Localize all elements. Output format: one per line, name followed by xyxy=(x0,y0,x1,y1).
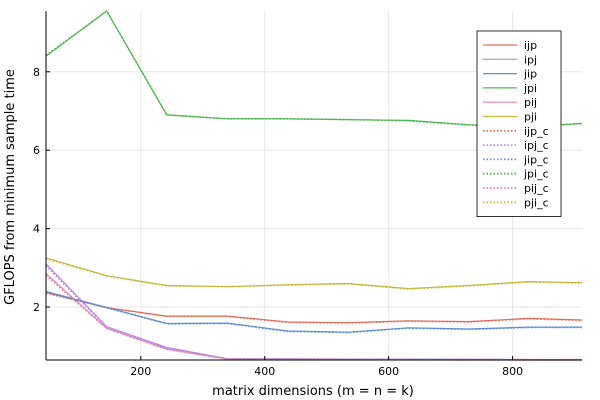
series-line-jip xyxy=(45,290,582,333)
series-line-ijp-c xyxy=(45,292,583,324)
y-tick-label: 4 xyxy=(33,223,40,236)
x-tick-label: 400 xyxy=(254,365,275,378)
legend-label-pij-c: pij_c xyxy=(524,182,549,195)
legend-label-jip: jip xyxy=(523,68,537,81)
series-layer xyxy=(45,10,583,361)
y-tick-label: 6 xyxy=(33,144,40,157)
y-tick-label: 8 xyxy=(33,66,40,79)
x-tick-label: 600 xyxy=(378,365,399,378)
legend-label-jpi-c: jpi_c xyxy=(523,168,549,181)
series-line-ipj-c xyxy=(45,265,582,361)
x-tick-label: 800 xyxy=(502,365,523,378)
legend-label-jip-c: jip_c xyxy=(523,153,549,166)
legend-label-ipj-c: ipj_c xyxy=(524,139,549,152)
legend-label-pji: pji xyxy=(524,111,537,124)
x-tick-labels: 200 400 600 800 xyxy=(130,356,523,378)
axes xyxy=(45,11,582,361)
y-tick-label: 2 xyxy=(33,301,40,314)
x-tick-label: 200 xyxy=(130,365,151,378)
legend-label-ijp-c: ijp_c xyxy=(524,125,549,138)
x-axis-label: matrix dimensions (m = n = k) xyxy=(212,384,414,399)
series-line-pji-c xyxy=(45,258,583,290)
legend-label-ipj: ipj xyxy=(524,53,537,66)
y-tick-labels: 2 4 6 8 xyxy=(33,66,50,314)
legend-label-pij: pij xyxy=(524,96,537,109)
legend-label-jpi: jpi xyxy=(523,82,537,95)
legend-label-pji-c: pji_c xyxy=(524,196,549,209)
y-axis-label: GFLOPS from minimum sample time xyxy=(3,69,18,305)
legend-box xyxy=(476,30,562,218)
legend-label-ijp: ijp xyxy=(524,39,537,52)
